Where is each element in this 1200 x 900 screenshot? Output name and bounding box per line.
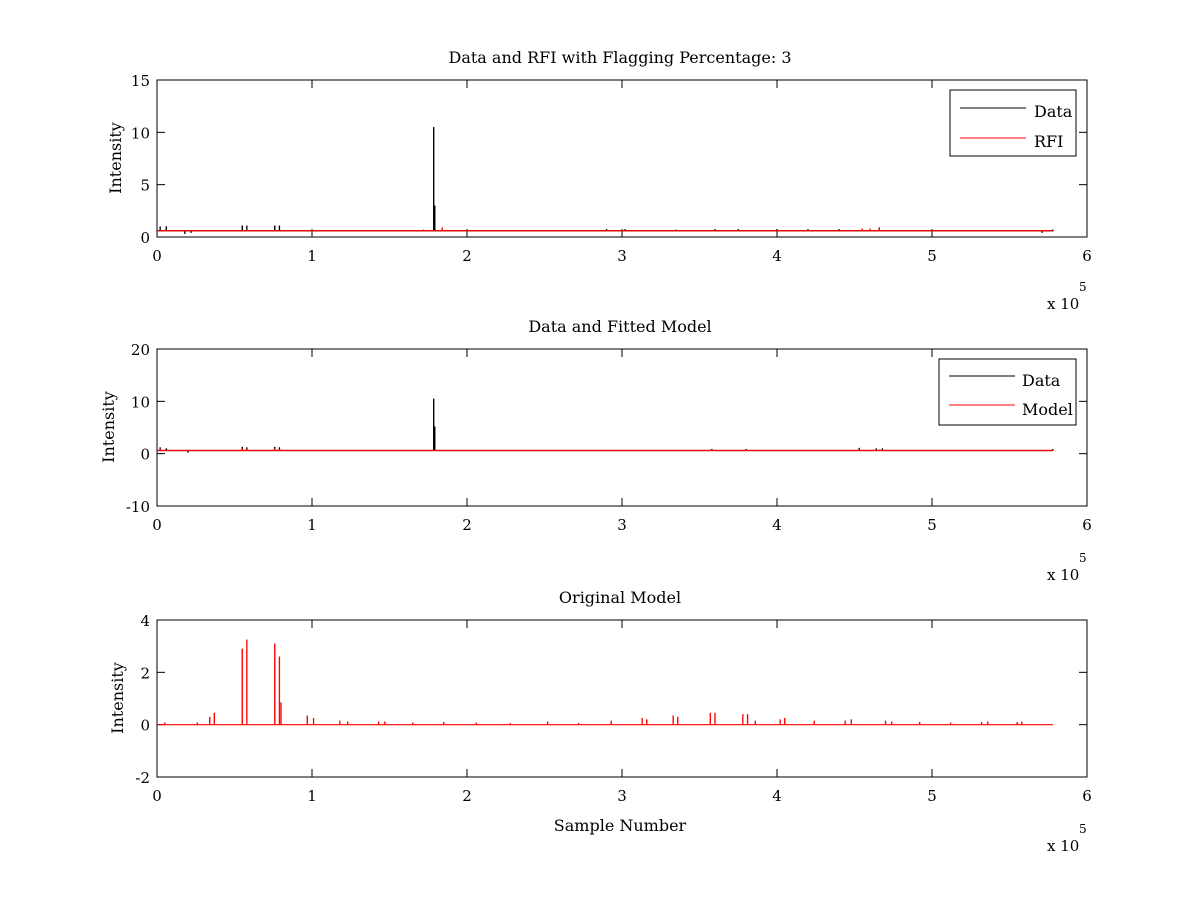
panel-2-axes xyxy=(156,348,1088,507)
panel-1-y-tick-label: 5 xyxy=(140,177,150,195)
panel-1-title: Data and RFI with Flagging Percentage: 3 xyxy=(448,48,791,67)
panel-1-legend-box xyxy=(949,89,1077,157)
panel-2-x-tick-label: 2 xyxy=(462,516,472,534)
panel-2-x-tick-label: 0 xyxy=(152,516,162,534)
panel-1-x-tick-label: 1 xyxy=(307,247,317,265)
panel-1-legend: Data RFI xyxy=(949,89,1077,157)
panel-1-y-tick-label: 10 xyxy=(131,124,150,142)
panel-3-x-tick-label: 0 xyxy=(152,787,162,805)
panel-1-axes xyxy=(156,79,1088,238)
panel-1-y-tick-label: 0 xyxy=(140,229,150,247)
panel-2-legend-label-model: Model xyxy=(1022,400,1073,419)
panel-3-x-ticks: 0 1 2 3 4 5 6 xyxy=(152,620,1092,805)
panel-2-y-ticks: -10 0 10 20 xyxy=(126,341,1087,516)
panel-2-x-ticks: 0 1 2 3 4 5 6 xyxy=(152,349,1092,534)
panel-3-y-axis-label: Intensity xyxy=(108,662,127,734)
panel-3-x-axis-label: Sample Number xyxy=(554,816,687,835)
panel-3-x-tick-label: 3 xyxy=(617,787,627,805)
panel-3-x-multiplier: x 10 xyxy=(1047,837,1079,855)
panel-2-y-axis-label: Intensity xyxy=(99,391,118,463)
panel-2-x-multiplier: x 10 xyxy=(1047,566,1079,584)
panel-3-x-exponent: 5 xyxy=(1079,822,1087,836)
panel-1-x-tick-label: 6 xyxy=(1082,247,1092,265)
panel-1-x-ticks: 0 1 2 3 4 5 6 xyxy=(152,80,1092,265)
panel-2-legend: Data Model xyxy=(938,358,1077,426)
panel-2-x-tick-label: 3 xyxy=(617,516,627,534)
panel-3-x-tick-label: 2 xyxy=(462,787,472,805)
panel-3-x-tick-label: 5 xyxy=(927,787,937,805)
panel-2-y-tick-label: -10 xyxy=(126,498,150,516)
panel-2-x-tick-label: 4 xyxy=(772,516,782,534)
panel-2-y-tick-label: 20 xyxy=(131,341,150,359)
panel-1-legend-label-data: Data xyxy=(1034,102,1073,121)
panel-1-x-tick-label: 2 xyxy=(462,247,472,265)
panel-3-x-tick-label: 1 xyxy=(307,787,317,805)
panel-2-x-tick-label: 1 xyxy=(307,516,317,534)
panel-1-plot-area xyxy=(157,127,1054,234)
panel-3-y-tick-label: -2 xyxy=(135,769,150,787)
panel-2-legend-box xyxy=(938,358,1077,426)
panel-1-x-multiplier: x 10 xyxy=(1047,295,1079,313)
panel-3-y-tick-label: 2 xyxy=(140,664,150,682)
panel-1-x-tick-label: 4 xyxy=(772,247,782,265)
panel-3-plot-area xyxy=(157,639,1053,726)
panel-1-x-tick-label: 3 xyxy=(617,247,627,265)
panel-2-legend-label-data: Data xyxy=(1022,371,1061,390)
panel-3-axes xyxy=(156,619,1088,778)
panel-3-title: Original Model xyxy=(559,588,681,607)
panel-2-title: Data and Fitted Model xyxy=(528,317,711,336)
panel-1: Data and RFI with Flagging Percentage: 3… xyxy=(106,48,1092,313)
panel-2-x-tick-label: 6 xyxy=(1082,516,1092,534)
panel-1-legend-label-rfi: RFI xyxy=(1034,132,1063,151)
panel-3-y-tick-label: 4 xyxy=(140,612,150,630)
panel-3-y-tick-label: 0 xyxy=(140,717,150,735)
panel-1-x-tick-label: 0 xyxy=(152,247,162,265)
panel-3-x-tick-label: 6 xyxy=(1082,787,1092,805)
panel-1-y-axis-label: Intensity xyxy=(106,122,125,194)
panel-1-x-tick-label: 5 xyxy=(927,247,937,265)
panel-2-x-exponent: 5 xyxy=(1079,551,1087,565)
panel-1-x-exponent: 5 xyxy=(1079,280,1087,294)
panel-3-x-tick-label: 4 xyxy=(772,787,782,805)
panel-2-y-tick-label: 0 xyxy=(140,446,150,464)
panel-1-y-ticks: 0 5 10 15 xyxy=(131,72,1087,247)
panel-2-x-tick-label: 5 xyxy=(927,516,937,534)
panel-2-y-tick-label: 10 xyxy=(131,393,150,411)
panel-1-y-tick-label: 15 xyxy=(131,72,150,90)
panel-2-plot-area xyxy=(157,398,1054,453)
